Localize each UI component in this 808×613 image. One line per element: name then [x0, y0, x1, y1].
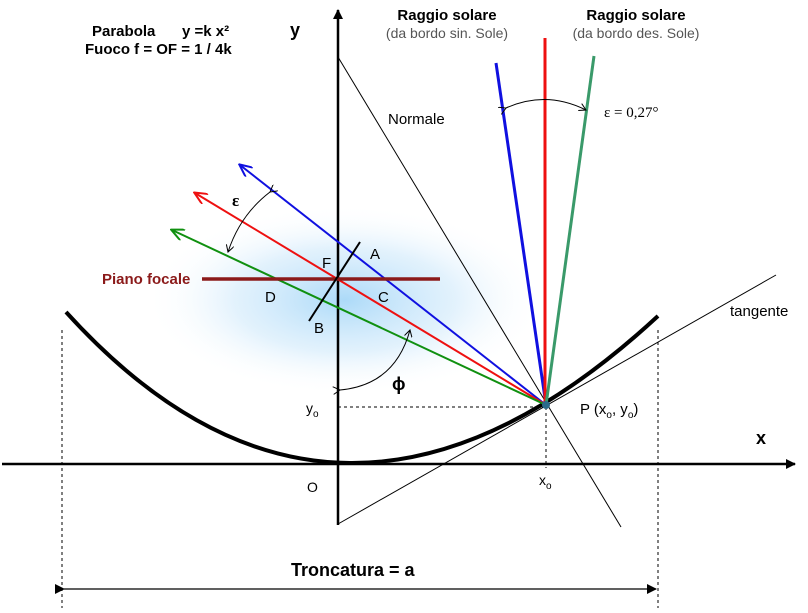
- reflected-ray-blue: [240, 165, 547, 406]
- x-axis-label: x: [756, 428, 766, 448]
- ray-right-title: Raggio solare: [586, 7, 685, 24]
- normal-line: [337, 56, 622, 528]
- label-A: A: [370, 246, 380, 263]
- header-focus-formula: Fuoco f = OF = 1 / 4k: [85, 41, 232, 58]
- epsilon-value: ε = 0,27°: [604, 105, 659, 121]
- phi-arc: [340, 330, 410, 390]
- point-P-label: P (xo, yo): [580, 401, 638, 421]
- epsilon-arc-top: [506, 99, 586, 110]
- phi-label: ϕ: [392, 374, 406, 394]
- ray-left-subtitle: (da bordo sin. Sole): [386, 25, 508, 41]
- label-B: B: [314, 320, 324, 337]
- truncation-label: Troncatura = a: [291, 560, 416, 580]
- point-P-marker: [542, 401, 550, 409]
- focal-glow: [145, 205, 545, 395]
- origin-label: O: [307, 479, 318, 495]
- xo-label: xo: [539, 472, 552, 492]
- header-parabola-formula: y =k x²: [182, 23, 229, 40]
- sun-ray-teal: [544, 55, 596, 406]
- tangent-label: tangente: [730, 303, 788, 320]
- ray-right-subtitle: (da bordo des. Sole): [573, 25, 700, 41]
- perpendicular-AB: [308, 241, 361, 322]
- focal-plane-label: Piano focale: [102, 271, 190, 288]
- epsilon-symbol: ε: [232, 191, 239, 210]
- ray-left-title: Raggio solare: [397, 7, 496, 24]
- normal-label: Normale: [388, 111, 445, 128]
- reflected-ray-green: [172, 230, 547, 406]
- y-axis-label: y: [290, 20, 300, 40]
- yo-label: yo: [306, 400, 319, 420]
- header-parabola-label: Parabola: [92, 23, 156, 40]
- label-F: F: [322, 255, 331, 272]
- label-C: C: [378, 289, 389, 306]
- tangent-line: [337, 274, 777, 525]
- epsilon-arc-reflected: [228, 192, 270, 252]
- label-D: D: [265, 289, 276, 306]
- sun-ray-blue: [494, 62, 548, 406]
